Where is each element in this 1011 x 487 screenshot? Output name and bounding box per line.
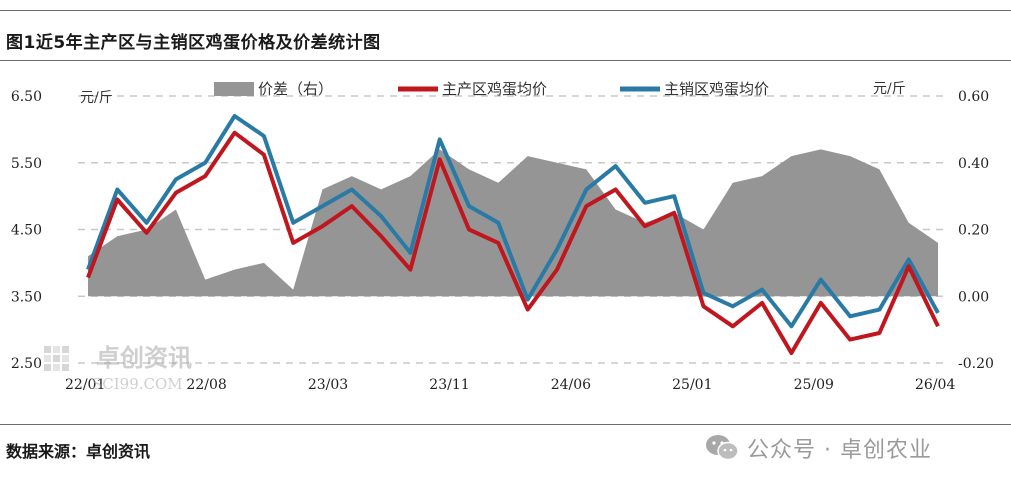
spread-area-layer (88, 149, 938, 297)
main-producing-line (86, 130, 940, 355)
top-rule (0, 10, 1011, 11)
wechat-account: 公众号 · 卓创农业 (705, 432, 932, 464)
x-tick-label: 22/01 (65, 377, 105, 393)
watermark-site: SCI99.COM (92, 375, 183, 393)
y-right-tick-label: -0.20 (958, 356, 994, 372)
axis-labels: 2.50 3.50 4.50 5.50 6.50 -0.20 0.00 0.20 0.40 0.6… (11, 81, 994, 393)
y-left-tick-label: 3.50 (11, 289, 42, 305)
watermark-logo (44, 346, 69, 371)
legend-label: 主产区鸡蛋均价 (442, 80, 547, 98)
x-tick-label: 23/03 (308, 377, 348, 393)
wechat-account-name: 公众号 · 卓创农业 (747, 438, 932, 463)
watermark: 卓创资讯 SCI99.COM (44, 343, 192, 393)
legend-swatch (398, 86, 438, 92)
legend-label: 主销区鸡蛋均价 (664, 80, 769, 98)
y-left-unit: 元/斤 (80, 90, 113, 106)
y-left-tick-label: 5.50 (11, 156, 42, 172)
legend-swatch (620, 86, 660, 92)
price-lines-layer (86, 114, 940, 355)
bottom-rule (0, 424, 1011, 425)
main-selling-line (86, 114, 940, 329)
watermark-name: 卓创资讯 (96, 343, 192, 372)
y-right-tick-label: 0.00 (958, 289, 989, 305)
spread-area (88, 149, 938, 297)
legend: 价差（右） 主产区鸡蛋均价 主销区鸡蛋均价 (214, 80, 769, 98)
title-rule (0, 60, 1011, 61)
y-right-unit: 元/斤 (873, 81, 906, 97)
x-tick-label: 25/01 (672, 377, 712, 393)
chart: 2.50 3.50 4.50 5.50 6.50 -0.20 0.00 0.20 0.40 0.6… (11, 80, 994, 393)
x-tick-label: 26/04 (915, 377, 955, 393)
y-right-tick-label: 0.40 (958, 156, 989, 172)
x-tick-label: 25/09 (794, 377, 834, 393)
y-left-tick-label: 4.50 (11, 223, 42, 239)
legend-label: 价差（右） (258, 80, 333, 98)
y-right-tick-label: 0.60 (958, 89, 989, 105)
wechat-icon (706, 435, 739, 461)
data-source: 数据来源：卓创资讯 (6, 442, 151, 461)
legend-swatch (214, 82, 254, 96)
y-left-tick-label: 2.50 (11, 356, 42, 372)
y-right-tick-label: 0.20 (958, 223, 989, 239)
y-left-tick-label: 6.50 (11, 89, 42, 105)
x-tick-label: 24/06 (551, 377, 591, 393)
x-tick-label: 22/08 (186, 377, 226, 393)
x-tick-label: 23/11 (429, 377, 469, 393)
figure-title: 图1近5年主产区与主销区鸡蛋价格及价差统计图 (6, 33, 381, 53)
